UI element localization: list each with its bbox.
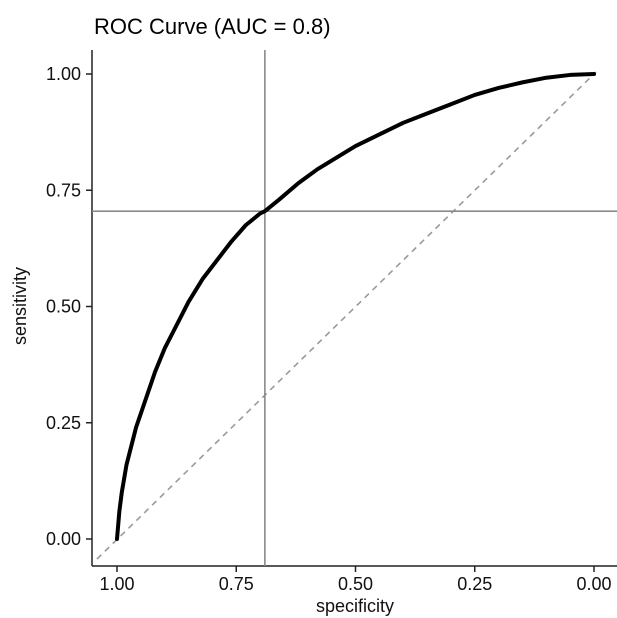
x-axis-ticks: 1.00 0.75 0.50 0.25 0.00	[99, 566, 612, 594]
x-tick-label: 0.50	[338, 574, 373, 594]
y-tick-label: 0.00	[46, 529, 81, 549]
y-tick-label: 0.25	[46, 413, 81, 433]
x-tick-label: 0.75	[219, 574, 254, 594]
y-tick-label: 0.75	[46, 180, 81, 200]
y-tick-label: 1.00	[46, 64, 81, 84]
chart-title: ROC Curve (AUC = 0.8)	[94, 14, 331, 39]
axes	[91, 50, 617, 567]
plot-area	[92, 50, 617, 566]
x-tick-label: 1.00	[99, 574, 134, 594]
x-tick-label: 0.00	[576, 574, 611, 594]
x-tick-label: 0.25	[457, 574, 492, 594]
roc-curve-line	[115, 72, 596, 541]
y-tick-label: 0.50	[46, 297, 81, 317]
x-axis-title: specificity	[316, 596, 394, 616]
y-axis-ticks: 0.00 0.25 0.50 0.75 1.00	[46, 64, 92, 549]
y-axis-title: sensitivity	[10, 267, 30, 345]
